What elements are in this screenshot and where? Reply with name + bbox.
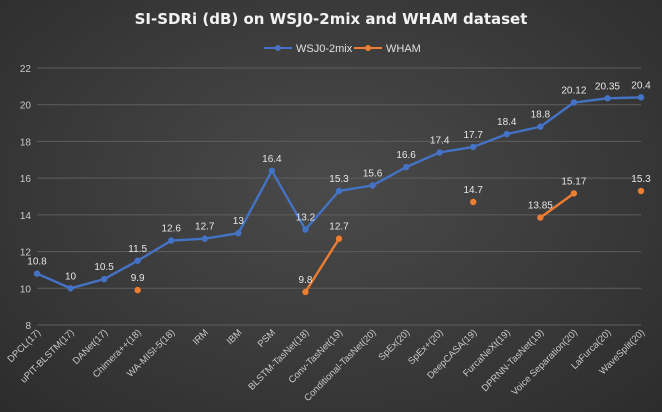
- data-label-wham: 12.7: [329, 222, 349, 233]
- legend-marker-wsj0: [275, 45, 281, 51]
- y-tick-label: 14: [20, 211, 32, 222]
- data-point-wsj0: [134, 257, 141, 264]
- data-label-wham: 9.8: [298, 275, 312, 286]
- data-label-wsj0: 10.8: [27, 257, 47, 268]
- data-point-wsj0: [335, 187, 343, 195]
- y-tick-label: 8: [25, 321, 31, 332]
- series-line-wsj0: [136, 239, 173, 262]
- series-line-wsj0: [304, 189, 341, 231]
- data-point-wsj0: [302, 226, 309, 233]
- y-tick-label: 16: [20, 174, 32, 185]
- series-line-wsj0: [572, 97, 609, 104]
- data-point-wsj0: [268, 167, 276, 174]
- series-line-wsj0: [606, 96, 643, 100]
- data-point-wsj0: [100, 275, 108, 283]
- chart-title: SI-SDRi (dB) on WSJ0-2mix and WHAM datas…: [135, 10, 528, 28]
- data-point-wsj0: [369, 182, 376, 189]
- series-line-wsj0: [505, 125, 542, 136]
- data-point-wham: [570, 190, 578, 197]
- data-point-wsj0: [503, 130, 510, 138]
- y-tick-label: 20: [20, 101, 32, 112]
- y-tick-label: 12: [20, 248, 32, 259]
- legend-label-wham: WHAM: [386, 43, 421, 55]
- legend: WSJ0-2mix WHAM: [264, 43, 421, 55]
- series-line-wsj0: [438, 145, 475, 154]
- series-line-wsj0: [203, 232, 240, 240]
- data-label-wsj0: 20.12: [561, 86, 586, 97]
- data-point-wham: [537, 214, 544, 221]
- series-line-wsj0: [539, 101, 576, 128]
- x-tick-label: BLSTM-TasNet(18): [246, 327, 311, 392]
- series-line-wsj0: [102, 259, 139, 281]
- data-point-wsj0: [470, 143, 477, 151]
- data-point-wsj0: [201, 235, 208, 242]
- y-tick-label: 22: [20, 64, 32, 75]
- data-point-wsj0: [604, 95, 611, 102]
- data-label-wham: 15.17: [561, 176, 586, 187]
- series-line-wsj0: [371, 165, 408, 187]
- series-line-wsj0: [170, 237, 206, 242]
- x-tick-label: DPRNN-TasNet(19): [480, 327, 547, 394]
- series-line-wsj0: [404, 151, 441, 169]
- data-label-wsj0: 16.6: [396, 150, 416, 161]
- x-tick-label: PSM: [256, 327, 278, 349]
- data-label-wsj0: 20.4: [631, 80, 651, 91]
- data-point-wsj0: [402, 163, 410, 171]
- data-label-wsj0: 15.6: [363, 168, 383, 179]
- x-tick-label: IRM: [191, 327, 211, 347]
- data-label-wsj0: 12.7: [195, 222, 215, 233]
- legend-label-wsj0: WSJ0-2mix: [296, 43, 353, 55]
- series-line-wsj0: [270, 169, 307, 231]
- data-label-wsj0: 17.7: [463, 130, 483, 141]
- data-label-wsj0: 12.6: [161, 224, 181, 235]
- data-label-wsj0: 11.5: [128, 244, 147, 255]
- data-label-wsj0: 13: [233, 216, 245, 227]
- series-line-wsj0: [237, 169, 274, 235]
- data-point-wham: [470, 198, 477, 206]
- data-label-wsj0: 18.8: [531, 110, 551, 121]
- data-point-wsj0: [168, 237, 175, 244]
- data-label-wsj0: 15.3: [329, 174, 349, 185]
- data-label-wsj0: 10: [65, 271, 77, 282]
- data-label-wsj0: 20.35: [595, 81, 620, 92]
- data-label-wham: 9.9: [131, 273, 145, 284]
- data-point-wsj0: [33, 270, 41, 277]
- data-point-wham: [637, 187, 645, 195]
- data-label-wham: 15.3: [631, 174, 651, 185]
- data-point-wsj0: [570, 99, 578, 106]
- data-point-wsj0: [637, 94, 645, 101]
- x-tick-label: IBM: [225, 327, 245, 347]
- data-label-wsj0: 13.2: [296, 213, 316, 224]
- data-label-wsj0: 17.4: [430, 135, 450, 146]
- data-point-wham: [302, 288, 309, 296]
- series-line-wham: [539, 192, 576, 219]
- data-point-wsj0: [235, 230, 242, 237]
- y-tick-label: 10: [20, 284, 32, 295]
- plot-area: 810121416182022DPCL(17)uPIT-BLSTM(17)DAN…: [5, 64, 651, 404]
- series-line-wsj0: [35, 272, 72, 290]
- series-line-wham: [304, 237, 341, 294]
- data-label-wsj0: 16.4: [262, 154, 282, 165]
- series-line-wsj0: [69, 277, 106, 290]
- data-point-wham: [134, 286, 141, 294]
- data-point-wsj0: [436, 149, 443, 156]
- legend-marker-wham: [365, 45, 371, 51]
- data-point-wham: [335, 235, 343, 242]
- series-line-wsj0: [472, 132, 508, 149]
- data-label-wsj0: 18.4: [497, 117, 517, 128]
- data-point-wsj0: [67, 285, 74, 292]
- data-label-wham: 14.7: [463, 185, 483, 196]
- y-tick-label: 18: [20, 137, 32, 148]
- data-label-wsj0: 10.5: [94, 262, 114, 273]
- series-line-wsj0: [337, 184, 374, 193]
- data-label-wham: 13.85: [528, 201, 553, 212]
- data-point-wsj0: [537, 123, 544, 130]
